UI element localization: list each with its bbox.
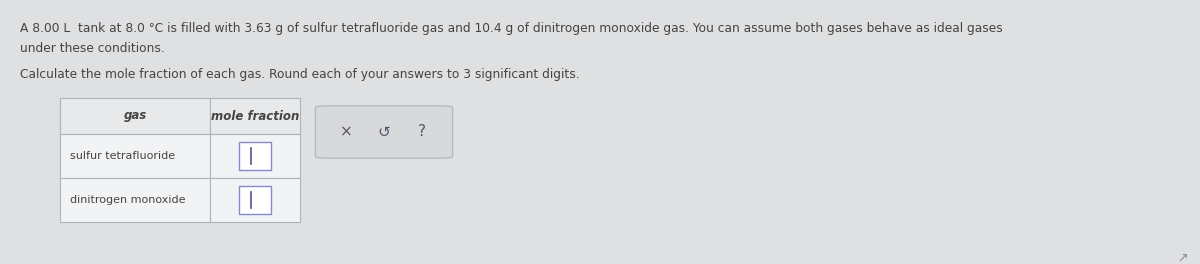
- Text: mole fraction: mole fraction: [211, 110, 299, 122]
- Text: A 8.00 L  tank at 8.0 °C is filled with 3.63 g of sulfur tetrafluoride gas and 1: A 8.00 L tank at 8.0 °C is filled with 3…: [20, 22, 1003, 35]
- FancyBboxPatch shape: [239, 142, 271, 170]
- Text: gas: gas: [124, 110, 146, 122]
- Text: dinitrogen monoxide: dinitrogen monoxide: [70, 195, 186, 205]
- FancyBboxPatch shape: [210, 178, 300, 222]
- FancyBboxPatch shape: [60, 134, 210, 178]
- FancyBboxPatch shape: [239, 186, 271, 214]
- Text: sulfur tetrafluoride: sulfur tetrafluoride: [70, 151, 175, 161]
- FancyBboxPatch shape: [210, 98, 300, 134]
- FancyBboxPatch shape: [210, 134, 300, 178]
- Text: ×: ×: [340, 125, 353, 139]
- Text: ↺: ↺: [378, 125, 390, 139]
- Text: ?: ?: [418, 125, 426, 139]
- FancyBboxPatch shape: [316, 106, 452, 158]
- FancyBboxPatch shape: [60, 98, 210, 134]
- Text: ↗: ↗: [1177, 252, 1188, 264]
- FancyBboxPatch shape: [60, 178, 210, 222]
- Text: under these conditions.: under these conditions.: [20, 42, 164, 55]
- Text: Calculate the mole fraction of each gas. Round each of your answers to 3 signifi: Calculate the mole fraction of each gas.…: [20, 68, 580, 81]
